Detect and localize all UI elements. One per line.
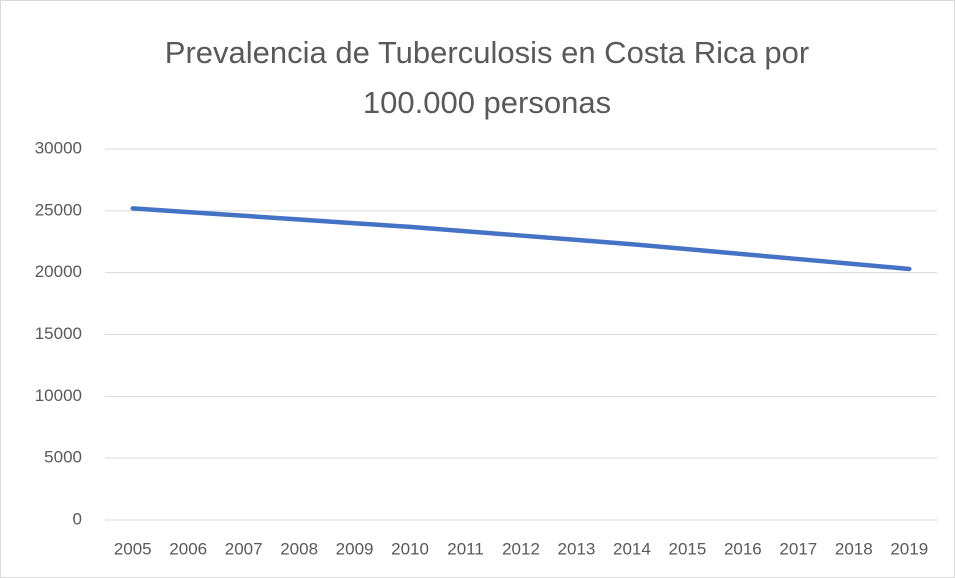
x-tick-label: 2012	[502, 539, 540, 558]
x-tick-label: 2018	[835, 539, 873, 558]
x-tick-label: 2011	[447, 539, 484, 558]
y-tick-label: 20000	[35, 262, 82, 281]
x-tick-label: 2017	[779, 539, 817, 558]
y-tick-label: 10000	[35, 386, 82, 405]
x-tick-label: 2013	[558, 539, 596, 558]
data-line	[130, 206, 912, 272]
y-tick-label: 0	[73, 509, 82, 528]
x-tick-label: 2007	[225, 539, 263, 558]
x-tick-label: 2014	[613, 539, 651, 558]
y-tick-label: 25000	[35, 200, 82, 219]
x-tick-label: 2016	[724, 539, 762, 558]
y-tick-label: 30000	[35, 138, 82, 157]
x-tick-label: 2005	[114, 539, 152, 558]
x-tick-label: 2008	[280, 539, 318, 558]
y-tick-label: 5000	[44, 448, 82, 467]
x-tick-label: 2009	[336, 539, 374, 558]
x-tick-label: 2019	[890, 539, 928, 558]
x-tick-label: 2010	[391, 539, 429, 558]
y-tick-label: 15000	[35, 324, 82, 343]
chart-title: Prevalencia de Tuberculosis en Costa Ric…	[164, 35, 810, 120]
x-tick-label: 2015	[668, 539, 706, 558]
x-tick-label: 2006	[169, 539, 207, 558]
